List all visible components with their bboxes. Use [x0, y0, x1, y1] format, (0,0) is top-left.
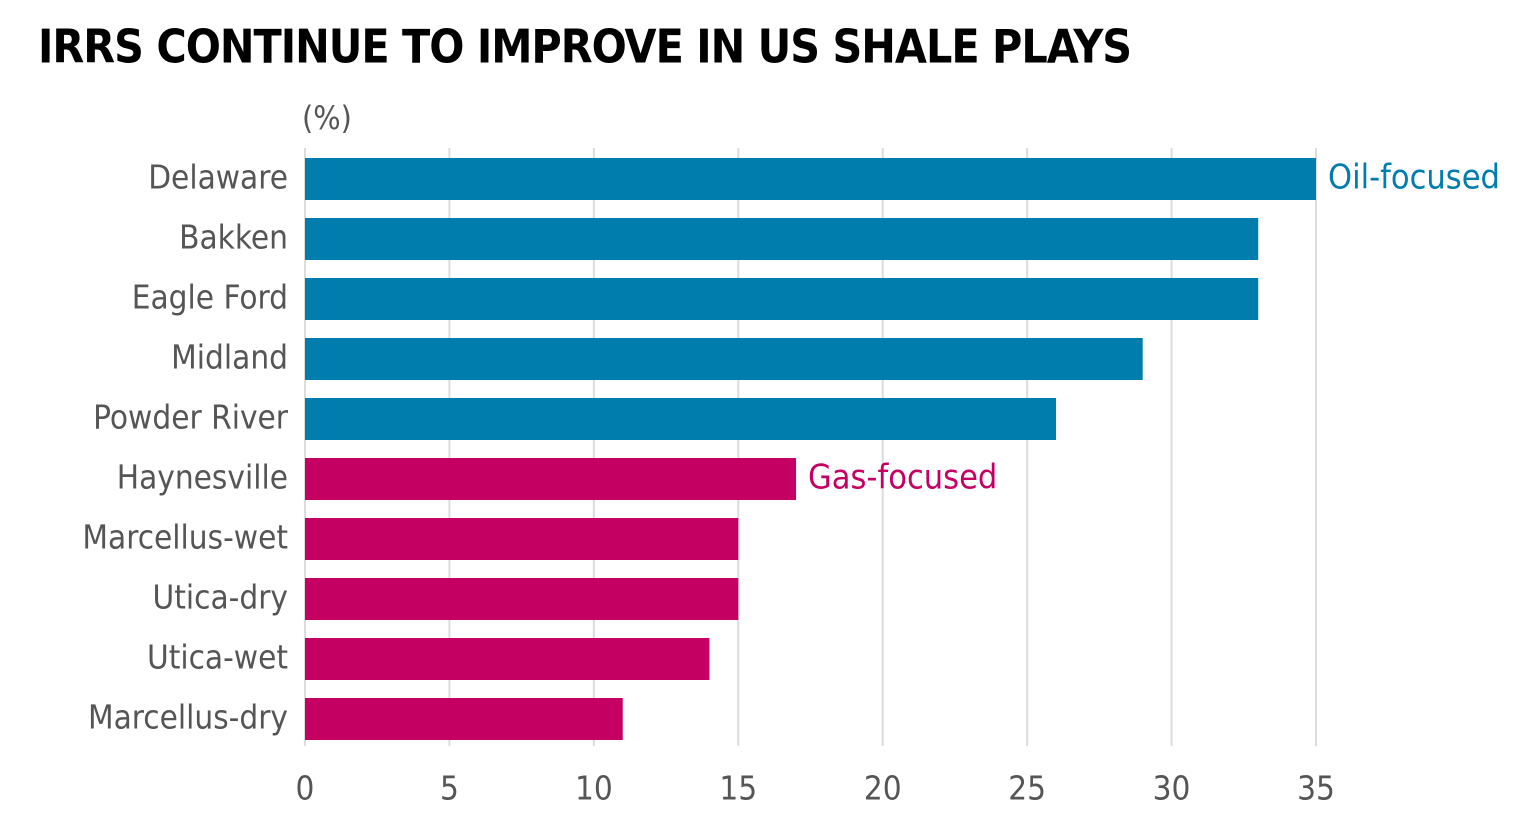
bar	[305, 278, 1259, 320]
series-label: Gas-focused	[808, 458, 997, 498]
bar	[305, 458, 797, 500]
bar	[305, 578, 739, 620]
bar	[305, 338, 1143, 380]
y-tick-label: Eagle Ford	[132, 278, 288, 317]
unit-label: (%)	[302, 99, 352, 137]
x-tick-label: 20	[864, 769, 902, 808]
x-tick-label: 5	[440, 769, 459, 808]
x-tick-label: 30	[1153, 769, 1191, 808]
y-tick-label: Marcellus-wet	[82, 518, 288, 557]
x-tick-label: 25	[1008, 769, 1046, 808]
chart-title: IRRS CONTINUE TO IMPROVE IN US SHALE PLA…	[38, 20, 1131, 74]
bar	[305, 638, 710, 680]
bar	[305, 398, 1057, 440]
bar	[305, 518, 739, 560]
y-tick-label: Haynesville	[117, 458, 288, 497]
y-tick-label: Utica-wet	[147, 638, 288, 677]
x-tick-label: 10	[575, 769, 613, 808]
x-tick-label: 0	[296, 769, 315, 808]
y-tick-label: Utica-dry	[153, 578, 288, 617]
y-tick-label: Powder River	[93, 398, 289, 437]
y-tick-label: Marcellus-dry	[88, 698, 288, 737]
x-tick-label: 15	[719, 769, 757, 808]
y-tick-label: Bakken	[179, 218, 288, 257]
y-tick-label: Delaware	[148, 158, 288, 197]
y-tick-label: Midland	[171, 338, 288, 377]
bar	[305, 698, 623, 740]
bar	[305, 218, 1259, 260]
x-tick-label: 35	[1297, 769, 1335, 808]
series-label: Oil-focused	[1328, 158, 1500, 198]
bar	[305, 158, 1316, 200]
